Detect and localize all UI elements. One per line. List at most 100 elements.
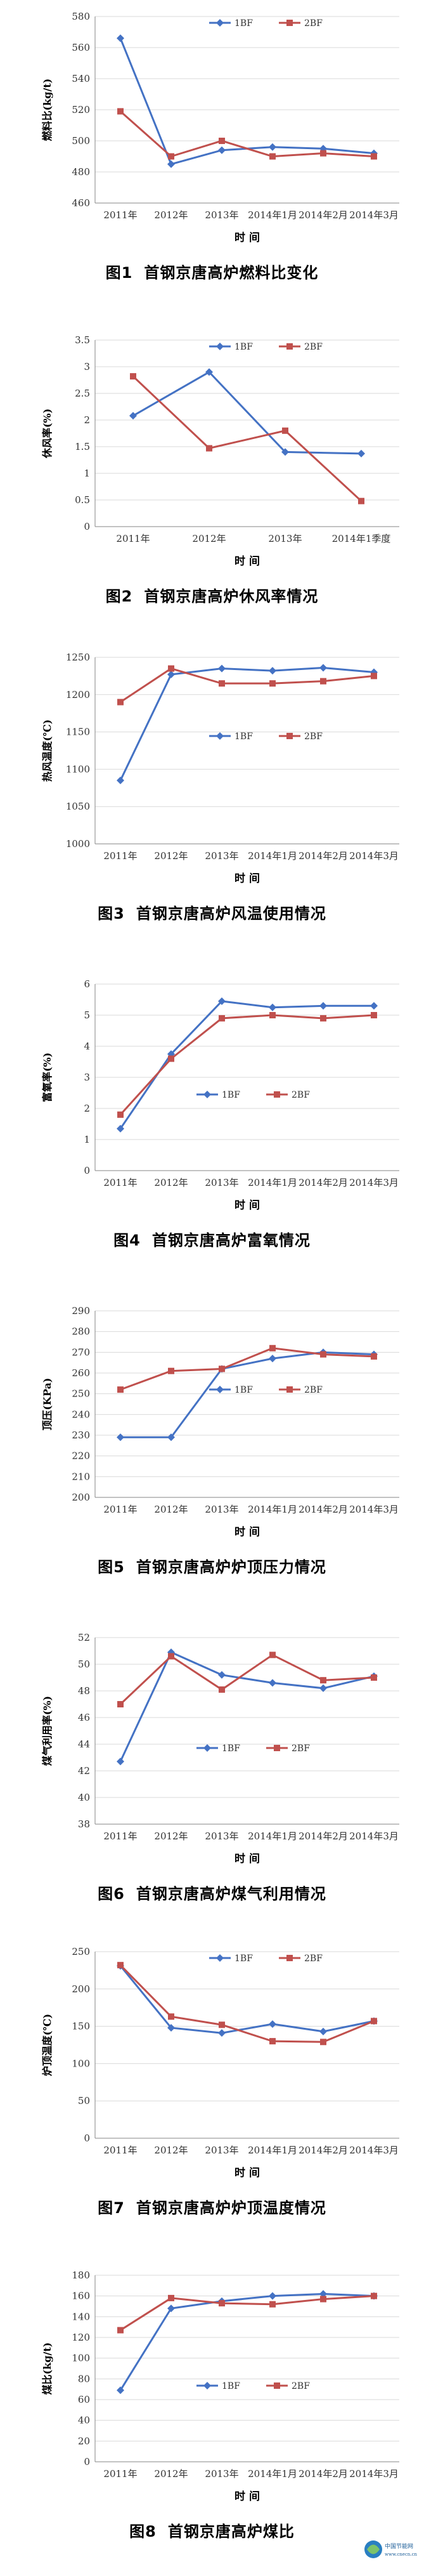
y-tick-label: 100: [72, 2353, 90, 2364]
x-tick-label: 2014年3月: [349, 2468, 399, 2480]
data-point-2BF: [371, 1674, 377, 1681]
x-axis-title: 时 间: [234, 1199, 260, 1212]
data-point-2BF: [320, 1677, 326, 1684]
y-tick-label: 3: [84, 361, 90, 372]
legend-label: 1BF: [234, 342, 253, 352]
data-point-1BF: [269, 667, 276, 675]
data-point-1BF: [167, 671, 175, 679]
chart-figure-1: 460 480 500 520 540 560 580 2011年 2012年 2013年 2014…: [0, 0, 424, 317]
data-point-1BF: [269, 1355, 276, 1363]
data-point-1BF: [167, 1648, 175, 1657]
data-point-1BF: [370, 1002, 378, 1010]
chart-figure-3: 1000 1050 1100 1150 1200 1250 2011年 2012年 2013年 2…: [0, 641, 424, 958]
legend-marker: [286, 733, 293, 739]
x-tick-label: 2014年2月: [299, 1830, 348, 1842]
data-point-1BF: [205, 368, 213, 376]
data-point-2BF: [219, 680, 225, 687]
y-tick-label: 3.5: [75, 334, 90, 346]
data-point-2BF: [371, 2292, 377, 2299]
data-point-1BF: [269, 1003, 276, 1011]
data-point-2BF: [269, 680, 276, 687]
legend-label: 1BF: [234, 18, 253, 29]
y-tick-label: 210: [72, 1471, 90, 1482]
legend-marker: [286, 20, 293, 26]
figure-number: 图6: [98, 1885, 125, 1903]
series-line-2BF: [120, 667, 375, 703]
y-tick-label: 3: [84, 1072, 90, 1083]
y-tick-label: 0.5: [75, 494, 90, 506]
y-tick-label: 6: [84, 978, 90, 990]
y-tick-label: 240: [72, 1409, 90, 1420]
data-point-2BF: [117, 2327, 124, 2334]
legend-label: 2BF: [304, 1954, 323, 1964]
legend-marker: [216, 732, 224, 740]
y-axis-title: 休风率(%): [41, 409, 53, 459]
y-tick-label: 1000: [66, 838, 90, 850]
y-tick-label: 1.5: [75, 441, 90, 452]
data-point-1BF: [218, 664, 226, 673]
legend-marker: [286, 343, 293, 350]
figure-caption: 图1 首钢京唐高炉燃料比变化: [0, 260, 424, 282]
legend-label: 2BF: [292, 2381, 310, 2391]
figure-number: 图1: [105, 264, 133, 282]
y-tick-label: 52: [78, 1632, 90, 1643]
legend-marker: [286, 1955, 293, 1961]
x-tick-label: 2011年: [103, 209, 137, 221]
series-line-2BF: [119, 1653, 375, 1705]
y-tick-label: 48: [78, 1685, 90, 1697]
data-point-1BF: [319, 2027, 327, 2035]
series-line-1BF: [119, 1000, 374, 1129]
figure-number: 图2: [105, 588, 133, 605]
y-tick-label: 40: [78, 2415, 90, 2426]
x-tick-label: 2014年1月: [248, 209, 297, 221]
data-point-2BF: [371, 2018, 377, 2025]
x-tick-label: 2011年: [103, 2468, 137, 2480]
y-tick-label: 0: [84, 2132, 90, 2144]
data-point-2BF: [168, 665, 174, 672]
y-tick-label: 1250: [66, 652, 90, 663]
y-tick-label: 180: [72, 2270, 90, 2281]
figure-number: 图8: [129, 2523, 157, 2540]
data-point-1BF: [218, 2029, 226, 2037]
series-line-1BF: [132, 371, 362, 455]
data-point-2BF: [269, 1012, 276, 1018]
data-point-2BF: [117, 1962, 124, 1969]
legend-marker: [286, 1386, 293, 1393]
y-tick-label: 2: [84, 414, 90, 426]
x-tick-label: 2011年: [103, 1177, 137, 1188]
chart-svg: 0 20 40 60 80 100 120 140 160 180 2011年 2012年 2013年 2…: [41, 2270, 399, 2503]
y-tick-label: 38: [78, 1818, 90, 1830]
legend-label: 1BF: [234, 1954, 253, 1964]
y-tick-label: 1: [84, 468, 90, 479]
x-tick-label: 2014年2月: [299, 1504, 348, 1515]
figure-title: 首钢京唐高炉燃料比变化: [144, 264, 319, 282]
series-line-2BF: [120, 1347, 375, 1391]
chart-figure-5: 200 210 220 230 240 250 260 270 280 290 2011年 2012年…: [0, 1294, 424, 1612]
chart-svg: 460 480 500 520 540 560 580 2011年 2012年 2013年 2014…: [41, 11, 399, 244]
x-tick-label: 2014年3月: [349, 2145, 399, 2156]
figure-caption: 图3 首钢京唐高炉风温使用情况: [0, 901, 424, 923]
data-point-2BF: [117, 1701, 124, 1707]
legend-marker: [203, 1744, 211, 1752]
legend-marker: [274, 1745, 280, 1751]
y-axis-title: 热风温度(℃): [41, 720, 53, 782]
data-point-2BF: [168, 1055, 174, 1062]
y-tick-label: 250: [72, 1946, 90, 1957]
x-tick-label: 2014年3月: [349, 1177, 399, 1188]
data-point-1BF: [167, 1433, 175, 1442]
chart-figure-4: 0 1 2 3 4 5 6 2011年 2012年 2013年 2014年1月 2014年2月 2014…: [0, 968, 424, 1285]
x-tick-label: 2013年: [205, 1177, 238, 1188]
x-tick-label: 2014年1月: [248, 2468, 297, 2480]
figure-title: 首钢京唐高炉煤比: [167, 2523, 295, 2540]
watermark-line1: 中国节能网: [385, 2542, 413, 2550]
y-tick-label: 5: [84, 1009, 90, 1021]
data-point-2BF: [219, 2021, 225, 2028]
y-tick-label: 540: [72, 73, 90, 84]
data-point-2BF: [168, 153, 174, 160]
y-tick-label: 4: [84, 1041, 90, 1052]
data-point-2BF: [320, 1015, 326, 1022]
series-line-1BF: [119, 1965, 375, 2034]
x-tick-label: 2014年1月: [248, 1504, 297, 1515]
data-point-1BF: [319, 1684, 327, 1692]
y-tick-label: 280: [72, 1326, 90, 1337]
